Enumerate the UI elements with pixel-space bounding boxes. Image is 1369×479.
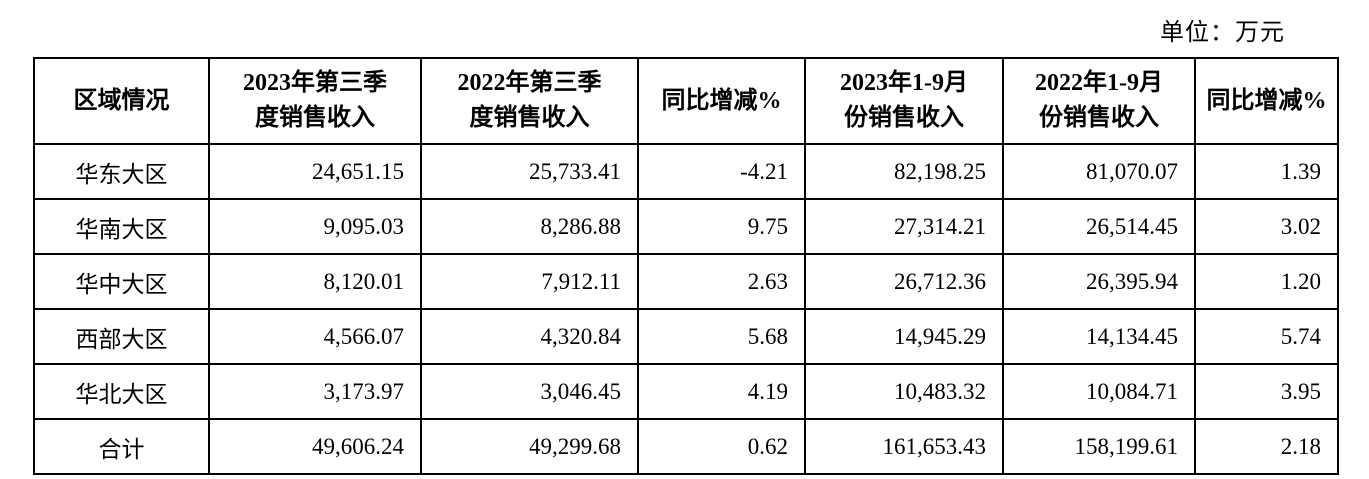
value-cell: 81,070.07 (1002, 143, 1196, 200)
region-cell: 华北大区 (33, 363, 210, 420)
table-row: 华中大区 8,120.01 7,912.11 2.63 26,712.36 26… (33, 253, 1339, 310)
column-header-text: 2022年第三季 (457, 70, 602, 96)
column-header-text: 2023年第三季 (243, 70, 387, 96)
value-cell: 27,314.21 (804, 198, 1004, 255)
column-header-text: 份销售收入 (1039, 105, 1159, 131)
value-cell: 10,483.32 (804, 363, 1004, 420)
column-header-text: 同比增减% (1206, 87, 1327, 114)
value-cell: 9,095.03 (208, 198, 422, 255)
value-cell: 4,320.84 (420, 308, 639, 365)
column-header-2022-q3-revenue: 2022年第三季 度销售收入 (420, 57, 639, 145)
value-cell: 14,945.29 (804, 308, 1004, 365)
value-cell: 14,134.45 (1002, 308, 1196, 365)
value-cell: 25,733.41 (420, 143, 639, 200)
column-header-text: 度销售收入 (255, 105, 375, 131)
value-cell: 2.63 (637, 253, 806, 310)
region-cell: 华中大区 (33, 253, 210, 310)
region-cell: 华东大区 (33, 143, 210, 200)
column-header-text: 2023年1-9月 (840, 70, 968, 96)
table-row: 西部大区 4,566.07 4,320.84 5.68 14,945.29 14… (33, 308, 1339, 365)
column-header-text: 区域情况 (73, 87, 170, 114)
column-header-text: 同比增减% (661, 87, 782, 114)
table-row: 华东大区 24,651.15 25,733.41 -4.21 82,198.25… (33, 143, 1339, 200)
value-cell: 3,046.45 (420, 363, 639, 420)
value-cell: 5.68 (637, 308, 806, 365)
unit-label: 单位：万元 (1160, 20, 1285, 46)
region-cell: 西部大区 (33, 308, 210, 365)
value-cell: 9.75 (637, 198, 806, 255)
value-cell: 49,299.68 (420, 418, 639, 475)
value-cell: 26,712.36 (804, 253, 1004, 310)
value-cell: 26,514.45 (1002, 198, 1196, 255)
column-header-region: 区域情况 (33, 57, 210, 145)
column-header-text: 2022年1-9月 (1035, 70, 1163, 96)
value-cell: -4.21 (637, 143, 806, 200)
header-row: 区域情况 2023年第三季 度销售收入 2022年第三季 度销售收入 同比增减%… (33, 57, 1339, 145)
region-cell: 华南大区 (33, 198, 210, 255)
region-cell: 合计 (33, 418, 210, 475)
table-row: 华南大区 9,095.03 8,286.88 9.75 27,314.21 26… (33, 198, 1339, 255)
value-cell: 4,566.07 (208, 308, 422, 365)
column-header-text: 份销售收入 (844, 105, 964, 131)
column-header-2023-ytd-revenue: 2023年1-9月 份销售收入 (804, 57, 1004, 145)
value-cell: 2.18 (1194, 418, 1339, 475)
value-cell: 3,173.97 (208, 363, 422, 420)
value-cell: 161,653.43 (804, 418, 1004, 475)
column-header-2023-q3-revenue: 2023年第三季 度销售收入 (208, 57, 422, 145)
column-header-q3-yoy-change: 同比增减% (637, 57, 806, 145)
value-cell: 82,198.25 (804, 143, 1004, 200)
column-header-ytd-yoy-change: 同比增减% (1194, 57, 1339, 145)
value-cell: 1.39 (1194, 143, 1339, 200)
value-cell: 1.20 (1194, 253, 1339, 310)
value-cell: 4.19 (637, 363, 806, 420)
value-cell: 24,651.15 (208, 143, 422, 200)
value-cell: 5.74 (1194, 308, 1339, 365)
value-cell: 49,606.24 (208, 418, 422, 475)
table-row-total: 合计 49,606.24 49,299.68 0.62 161,653.43 1… (33, 418, 1339, 475)
value-cell: 158,199.61 (1002, 418, 1196, 475)
column-header-2022-ytd-revenue: 2022年1-9月 份销售收入 (1002, 57, 1196, 145)
value-cell: 7,912.11 (420, 253, 639, 310)
value-cell: 0.62 (637, 418, 806, 475)
value-cell: 8,120.01 (208, 253, 422, 310)
value-cell: 8,286.88 (420, 198, 639, 255)
column-header-text: 度销售收入 (469, 105, 590, 131)
value-cell: 10,084.71 (1002, 363, 1196, 420)
value-cell: 26,395.94 (1002, 253, 1196, 310)
sales-by-region-table: 区域情况 2023年第三季 度销售收入 2022年第三季 度销售收入 同比增减%… (33, 57, 1339, 475)
table-row: 华北大区 3,173.97 3,046.45 4.19 10,483.32 10… (33, 363, 1339, 420)
value-cell: 3.02 (1194, 198, 1339, 255)
value-cell: 3.95 (1194, 363, 1339, 420)
